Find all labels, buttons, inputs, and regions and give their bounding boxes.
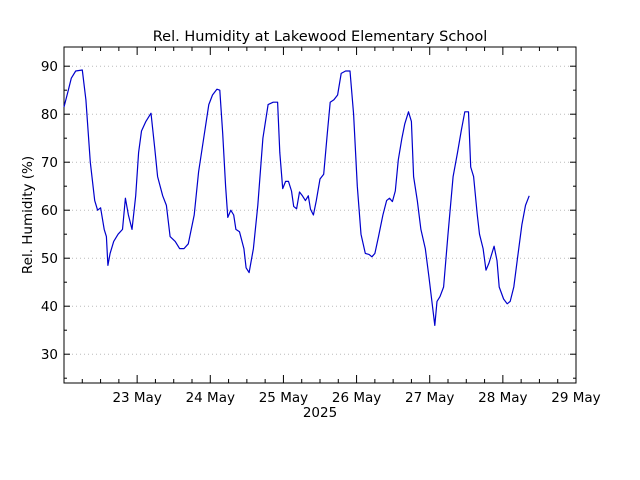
x-tick-label: 27 May: [405, 390, 454, 406]
y-axis-label: Rel. Humidity (%): [20, 156, 36, 274]
y-tick-label: 50: [41, 251, 58, 267]
y-tick-label: 30: [41, 347, 58, 363]
chart-title: Rel. Humidity at Lakewood Elementary Sch…: [153, 29, 488, 45]
y-tick-label: 70: [41, 155, 58, 171]
x-tick-label: 25 May: [259, 390, 308, 406]
x-tick-label: 29 May: [551, 390, 600, 406]
x-axis-year-label: 2025: [303, 405, 337, 421]
grid: [64, 65, 576, 355]
x-tick-label: 26 May: [332, 390, 381, 406]
x-tick-label: 24 May: [186, 390, 235, 406]
x-tick-label: 23 May: [112, 390, 161, 406]
series: [63, 69, 530, 326]
y-axis: 30 40 50 60 70 80 90: [41, 59, 576, 379]
humidity-series-line: [63, 69, 530, 326]
x-tick-label: 28 May: [478, 390, 527, 406]
y-tick-label: 60: [41, 203, 58, 219]
y-tick-label: 90: [41, 59, 58, 75]
plot-frame: [63, 46, 577, 384]
x-axis: 23 May 24 May 25 May 26 May 27 May 28 May 29 M…: [81, 47, 601, 406]
y-tick-label: 80: [41, 107, 58, 123]
y-tick-label: 40: [41, 299, 58, 315]
